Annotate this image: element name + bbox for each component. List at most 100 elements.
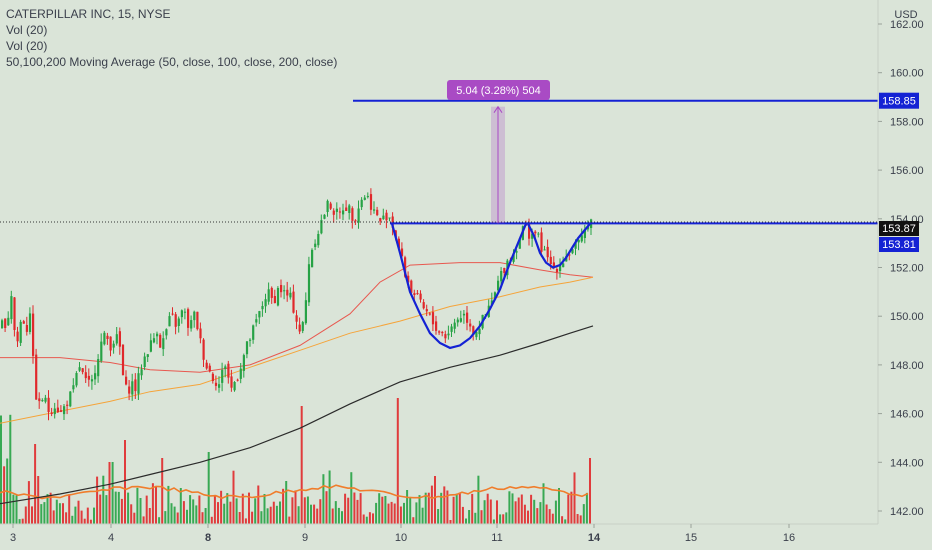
candle-body: [72, 385, 75, 390]
candle-body: [159, 334, 162, 348]
candle-body: [97, 359, 100, 377]
volume-bar: [96, 476, 99, 524]
volume-bar: [65, 512, 68, 524]
volume-bar: [511, 493, 514, 524]
volume-bar: [223, 503, 226, 524]
volume-indicator-label-2[interactable]: Vol (20): [6, 39, 48, 53]
candle-body: [214, 382, 218, 386]
volume-bar: [288, 516, 291, 524]
candle-body: [264, 299, 267, 307]
volume-bar: [508, 491, 511, 524]
candle-body: [407, 275, 410, 283]
volume-bar: [548, 509, 551, 524]
volume-bar: [582, 504, 585, 524]
volume-bar: [589, 458, 591, 524]
volume-bar: [480, 510, 483, 524]
volume-bar: [170, 503, 173, 524]
candle-body: [230, 376, 233, 388]
candle-body: [177, 318, 180, 326]
candle-body: [245, 341, 249, 355]
volume-bar: [474, 512, 477, 524]
volume-bar: [316, 508, 319, 524]
volume-bar: [260, 511, 263, 524]
volume-bar: [93, 507, 95, 524]
measure-label-box[interactable]: [447, 80, 550, 100]
volume-bar: [341, 511, 343, 524]
candle-body: [400, 248, 404, 257]
candle-body: [475, 331, 478, 338]
volume-bar: [155, 486, 157, 524]
volume-bar: [300, 406, 303, 524]
ma100-line: [0, 276, 594, 424]
candle-body: [376, 209, 379, 216]
time-tick-label: 8: [205, 532, 211, 544]
volume-bar: [275, 505, 278, 524]
volume-indicator-label-1[interactable]: Vol (20): [6, 23, 48, 37]
candle-body: [577, 239, 580, 243]
candle-body: [4, 318, 7, 328]
target-price-badge[interactable]: [879, 92, 919, 109]
candle-body: [540, 232, 543, 252]
volume-bar: [148, 508, 151, 524]
candle-body: [121, 344, 125, 376]
candle-body: [391, 216, 394, 228]
volume-bar: [362, 514, 365, 524]
candle-body: [450, 326, 453, 332]
cup-pattern-curve[interactable]: [390, 223, 528, 350]
volume-bar: [62, 503, 64, 524]
candle-body: [562, 263, 565, 268]
candle-body: [456, 319, 459, 323]
candle-body: [571, 249, 574, 254]
candle-body: [44, 397, 47, 402]
volume-bar: [201, 512, 204, 524]
volume-bar: [406, 490, 409, 524]
candle-body: [125, 376, 128, 385]
candle-body: [249, 339, 252, 341]
candle-body: [388, 217, 391, 219]
price-tick-label: 160.00: [890, 68, 924, 80]
volume-bar: [46, 494, 49, 524]
candle-body: [199, 328, 202, 339]
handle-pattern-curve[interactable]: [527, 223, 591, 269]
candle-body: [555, 269, 559, 273]
candle-body: [286, 289, 289, 296]
candle-body: [543, 249, 546, 251]
candle-body: [208, 365, 211, 372]
candle-body: [13, 297, 16, 330]
candle-body: [422, 302, 425, 309]
candle-body: [162, 338, 165, 350]
volume-bar: [542, 483, 545, 524]
candle-body: [447, 333, 450, 336]
volume-bar: [244, 518, 247, 524]
candle-body: [103, 332, 106, 345]
moving-average-label[interactable]: 50,100,200 Moving Average (50, close, 10…: [6, 55, 338, 69]
level-price-badge[interactable]: [879, 237, 919, 252]
candle-body: [221, 369, 224, 383]
last-price-badge[interactable]: [879, 221, 919, 236]
symbol-title[interactable]: CATERPILLAR INC, 15, NYSE: [6, 7, 171, 21]
volume-bar: [127, 492, 130, 524]
volume-bar: [179, 488, 182, 524]
candle-body: [493, 292, 497, 300]
volume-bar: [505, 512, 508, 524]
candle-body: [118, 331, 121, 347]
volume-bar: [443, 486, 446, 524]
volume-bar: [527, 510, 529, 524]
currency-label[interactable]: USD: [894, 9, 917, 21]
volume-bar: [18, 519, 21, 524]
volume-bar: [545, 504, 548, 524]
volume-bar: [161, 458, 164, 524]
volume-bar: [102, 475, 105, 524]
volume-bar: [368, 512, 371, 524]
candle-body: [438, 331, 441, 333]
chart-legend: CATERPILLAR INC, 15, NYSE Vol (20) Vol (…: [6, 6, 337, 70]
candle-body: [131, 381, 134, 395]
volume-bar: [24, 506, 27, 524]
time-tick-label: 3: [10, 532, 16, 544]
volume-bar: [108, 462, 111, 524]
volume-bar: [176, 512, 179, 524]
volume-bar: [353, 492, 356, 524]
volume-bar: [461, 506, 464, 524]
